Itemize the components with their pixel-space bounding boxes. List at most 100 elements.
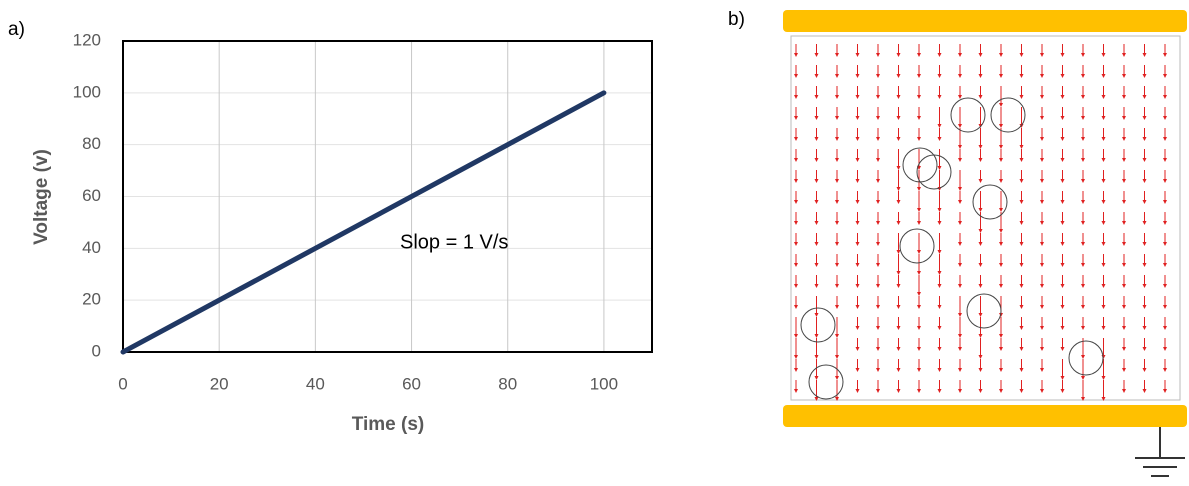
- field-arrowhead: [1060, 74, 1065, 78]
- field-arrowhead: [855, 116, 860, 120]
- field-arrowhead: [1142, 179, 1147, 183]
- field-arrowhead: [1122, 368, 1126, 372]
- field-arrowhead: [855, 53, 860, 57]
- field-arrowhead: [958, 263, 962, 267]
- field-arrowhead: [814, 95, 819, 99]
- field-arrowhead: [1122, 137, 1126, 141]
- field-arrowhead: [1040, 158, 1044, 162]
- field-arrowhead: [917, 389, 921, 393]
- panel-label: b): [728, 9, 745, 30]
- field-arrowhead: [999, 74, 1003, 78]
- field-arrowhead: [855, 305, 860, 309]
- field-arrowhead: [814, 397, 819, 401]
- field-arrowhead: [814, 179, 819, 183]
- field-arrowhead: [958, 389, 962, 393]
- field-arrowhead: [896, 200, 901, 204]
- field-arrowhead: [855, 221, 860, 225]
- field-arrowhead: [1122, 74, 1126, 78]
- field-arrowhead: [1101, 284, 1106, 288]
- field-arrowhead: [1081, 200, 1085, 204]
- field-arrowhead: [1142, 53, 1147, 57]
- field-arrowhead: [1142, 305, 1147, 309]
- field-arrowhead: [1101, 242, 1106, 246]
- field-arrowhead: [1142, 221, 1147, 225]
- field-arrowhead: [1060, 263, 1065, 267]
- field-arrowhead: [978, 313, 983, 317]
- field-arrowhead: [1122, 53, 1126, 57]
- bubble: [899, 228, 935, 264]
- field-arrowhead: [917, 95, 921, 99]
- field-arrowhead: [1081, 221, 1085, 225]
- field-arrowhead: [1081, 158, 1085, 162]
- field-arrowhead: [999, 208, 1003, 212]
- field-arrowhead: [814, 53, 819, 57]
- field-arrowhead: [1040, 263, 1044, 267]
- field-arrowhead: [896, 271, 901, 275]
- field-arrowhead: [937, 95, 942, 99]
- field-arrowhead: [814, 137, 819, 141]
- field-arrowhead: [896, 347, 901, 351]
- field-arrowhead: [1101, 158, 1106, 162]
- field-arrowhead: [978, 263, 983, 267]
- field-arrowhead: [1163, 137, 1167, 141]
- field-arrowhead: [937, 166, 942, 170]
- y-tick-label: 100: [73, 82, 101, 101]
- field-arrowhead: [1101, 355, 1106, 359]
- field-arrowhead: [876, 200, 880, 204]
- field-arrowhead: [896, 116, 901, 120]
- field-arrowhead: [1060, 376, 1065, 380]
- x-tick-label: 40: [306, 374, 325, 393]
- field-arrowhead: [835, 305, 839, 309]
- field-arrowhead: [896, 166, 901, 170]
- field-arrowhead: [1040, 200, 1044, 204]
- field-arrowhead: [1040, 221, 1044, 225]
- field-arrowhead: [1040, 389, 1044, 393]
- field-arrowhead: [814, 242, 819, 246]
- field-arrowhead: [1101, 95, 1106, 99]
- field-arrowhead: [937, 250, 942, 254]
- field-arrowhead: [1122, 305, 1126, 309]
- field-arrowhead: [794, 74, 798, 78]
- field-arrowhead: [855, 74, 860, 78]
- y-tick-label: 60: [82, 186, 101, 205]
- field-arrowhead: [1163, 284, 1167, 288]
- field-arrowhead: [917, 116, 921, 120]
- field-arrowhead: [1163, 116, 1167, 120]
- bubble: [972, 184, 1008, 220]
- field-arrowhead: [855, 347, 860, 351]
- field-arrowhead: [794, 200, 798, 204]
- field-arrowhead: [1019, 326, 1024, 330]
- field-arrowhead: [1060, 179, 1065, 183]
- field-arrowhead: [1142, 158, 1147, 162]
- x-axis-title: Time (s): [352, 414, 425, 435]
- field-arrowhead: [1019, 347, 1024, 351]
- field-arrowhead: [978, 242, 983, 246]
- field-arrowhead: [978, 284, 983, 288]
- field-arrowhead: [1101, 221, 1106, 225]
- y-tick-label: 40: [82, 238, 101, 257]
- field-arrowhead: [1163, 74, 1167, 78]
- field-arrowhead: [958, 158, 962, 162]
- field-arrowhead: [814, 334, 819, 338]
- field-arrowhead: [958, 95, 962, 99]
- field-arrowhead: [876, 368, 880, 372]
- field-arrowhead: [999, 53, 1003, 57]
- field-arrowhead: [1081, 263, 1085, 267]
- field-arrowhead: [876, 305, 880, 309]
- field-arrowhead: [855, 95, 860, 99]
- field-arrowhead: [1081, 95, 1085, 99]
- field-arrowhead: [1101, 376, 1106, 380]
- field-arrowhead: [794, 263, 798, 267]
- field-arrowhead: [917, 271, 921, 275]
- field-arrowhead: [855, 242, 860, 246]
- field-arrowhead: [855, 137, 860, 141]
- field-arrowhead: [835, 355, 839, 359]
- field-arrowhead: [1040, 179, 1044, 183]
- field-arrowhead: [917, 221, 921, 225]
- field-arrowhead: [855, 368, 860, 372]
- field-arrowhead: [1060, 95, 1065, 99]
- field-arrowhead: [814, 263, 819, 267]
- field-arrowhead: [1081, 284, 1085, 288]
- field-arrowhead: [999, 284, 1003, 288]
- field-arrowhead: [1019, 74, 1024, 78]
